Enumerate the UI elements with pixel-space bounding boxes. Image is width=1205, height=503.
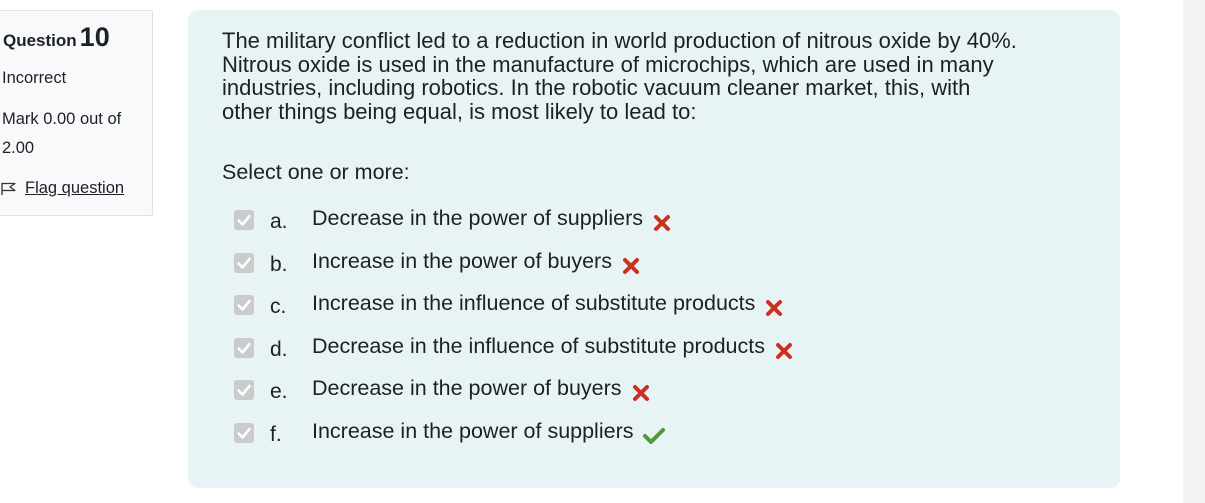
answer-prompt: Select one or more:: [222, 160, 410, 184]
question-info-panel: [0, 10, 153, 216]
answer-option-b: b. Increase in the power of buyers: [234, 247, 934, 281]
option-text-wrap: Decrease in the power of buyers: [312, 374, 650, 402]
option-letter: f.: [270, 423, 282, 446]
incorrect-cross-icon: [632, 385, 649, 401]
question-text: The military conflict led to a reduction…: [222, 29, 1102, 123]
question-content-panel: The military conflict led to a reduction…: [188, 10, 1120, 488]
option-letter: b.: [270, 253, 288, 276]
question-mark-max: 2.00: [2, 139, 35, 157]
option-checkbox[interactable]: [234, 253, 254, 273]
checkmark-icon: [237, 384, 251, 396]
option-label: Decrease in the power of suppliers: [312, 205, 644, 230]
incorrect-cross-icon: [775, 343, 792, 359]
incorrect-cross-icon: [654, 215, 671, 231]
option-checkbox[interactable]: [234, 380, 254, 400]
option-checkbox[interactable]: [234, 338, 254, 358]
question-text-line: industries, including robotics. In the r…: [222, 75, 971, 100]
answer-option-e: e. Decrease in the power of buyers: [234, 374, 934, 408]
question-state: Incorrect: [2, 69, 67, 87]
correct-check-icon: [643, 428, 666, 444]
option-letter: c.: [270, 295, 287, 318]
flag-question-label: Flag question: [25, 179, 125, 197]
incorrect-cross-icon: [766, 300, 783, 316]
checkmark-icon: [237, 427, 251, 439]
question-text-line: The military conflict led to a reduction…: [222, 28, 1017, 53]
checkmark-icon: [237, 214, 251, 226]
option-letter: a.: [270, 210, 288, 233]
answer-option-f: f. Increase in the power of suppliers: [234, 417, 934, 451]
option-text-wrap: Increase in the influence of substitute …: [312, 289, 783, 317]
answer-option-d: d. Decrease in the influence of substitu…: [234, 332, 934, 366]
answer-option-a: a. Decrease in the power of suppliers: [234, 204, 934, 238]
question-label: Question: [3, 31, 77, 50]
answer-option-c: c. Increase in the influence of substitu…: [234, 289, 934, 323]
option-label: Increase in the influence of substitute …: [312, 290, 756, 315]
question-title: Question 10: [3, 22, 110, 53]
flag-icon: [1, 182, 16, 195]
option-checkbox[interactable]: [234, 210, 254, 230]
option-letter: d.: [270, 338, 288, 361]
question-text-line: other things being equal, is most likely…: [222, 98, 697, 124]
checkmark-icon: [237, 299, 251, 311]
option-checkbox[interactable]: [234, 295, 254, 315]
question-text-line: Nitrous oxide is used in the manufacture…: [222, 51, 994, 77]
flag-question-link[interactable]: Flag question: [0, 179, 124, 198]
option-text-wrap: Increase in the power of suppliers: [312, 417, 666, 445]
option-text-wrap: Decrease in the power of suppliers: [312, 204, 671, 232]
option-label: Decrease in the power of buyers: [312, 375, 622, 400]
question-number: 10: [79, 22, 110, 52]
option-label: Increase in the power of buyers: [312, 248, 612, 273]
checkmark-icon: [237, 257, 251, 269]
question-mark: Mark 0.00 out of: [2, 110, 122, 128]
option-text-wrap: Increase in the power of buyers: [312, 247, 640, 275]
option-label: Increase in the power of suppliers: [312, 418, 634, 443]
option-letter: e.: [270, 380, 288, 403]
incorrect-cross-icon: [622, 258, 639, 274]
option-text-wrap: Decrease in the influence of substitute …: [312, 332, 793, 360]
option-checkbox[interactable]: [234, 423, 254, 443]
option-label: Decrease in the influence of substitute …: [312, 333, 765, 358]
scrollbar-track[interactable]: [1183, 0, 1205, 503]
checkmark-icon: [237, 342, 251, 354]
